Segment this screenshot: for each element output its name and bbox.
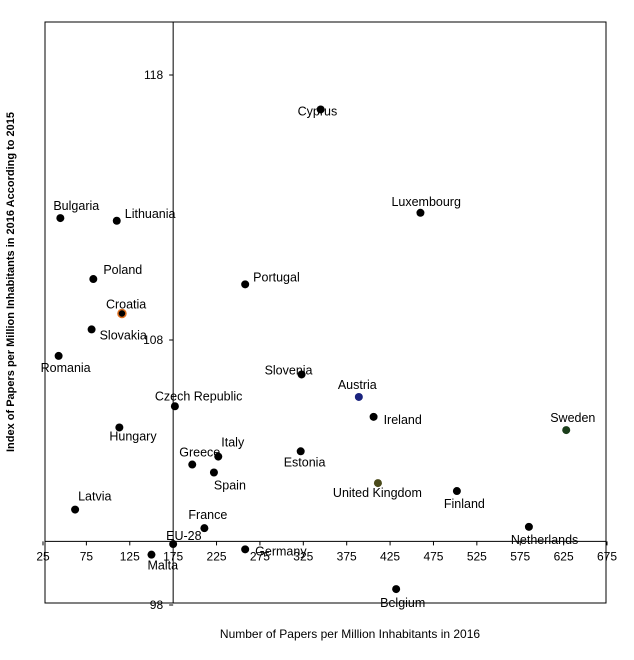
label-cyprus: Cyprus [298,104,338,118]
y-tick-label: 108 [143,333,163,347]
point-malta [147,550,156,559]
label-finland: Finland [444,497,485,511]
label-slovenia: Slovenia [265,363,313,377]
point-italy [214,452,223,461]
point-greece [188,460,197,469]
x-tick-labels: 25 75 125 175 225 275 325 375 425 475 525 575 625 675 [36,541,617,563]
point-ireland [369,412,378,421]
point-luxembourg [416,208,425,217]
label-belgium: Belgium [380,596,425,610]
x-tick-label: 425 [380,549,400,563]
point-france [200,524,209,533]
point-poland [89,275,98,284]
point-labels: Cyprus Bulgaria Lithuania Luxembourg Poland P… [41,104,596,610]
label-germany: Germany [255,544,307,558]
label-latvia: Latvia [78,490,111,504]
point-bulgaria [56,214,65,223]
point-netherlands [524,522,533,531]
point-united-kingdom [373,479,382,488]
label-austria: Austria [338,378,377,392]
label-italy: Italy [221,436,245,450]
x-tick-label: 25 [36,549,50,563]
point-germany [241,545,250,554]
label-eu-28: EU-28 [166,529,201,543]
point-austria [354,392,363,401]
label-slovakia: Slovakia [100,328,147,342]
label-estonia: Estonia [284,455,326,469]
label-greece: Greece [179,446,220,460]
point-slovakia [87,325,96,334]
label-lithuania: Lithuania [125,207,176,221]
x-tick-label: 375 [337,549,357,563]
x-tick-label: 125 [120,549,140,563]
x-tick-label: 625 [554,549,574,563]
point-sweden [562,426,571,435]
label-united-kingdom: United Kingdom [333,486,422,500]
x-tick-label: 225 [207,549,227,563]
x-tick-label: 675 [597,549,617,563]
label-romania: Romania [41,361,91,375]
y-tick-labels: 118 108 98 [143,68,174,612]
point-slovenia [297,370,306,379]
x-axis-title: Number of Papers per Million Inhabitants… [220,627,480,641]
point-finland [452,487,461,496]
label-netherlands: Netherlands [511,533,578,547]
label-ireland: Ireland [384,413,422,427]
x-tick-label: 525 [467,549,487,563]
data-points [54,105,571,594]
label-sweden: Sweden [550,411,595,425]
x-tick-label: 275 [250,549,270,563]
label-czech-republic: Czech Republic [155,389,243,403]
point-lithuania [112,216,121,225]
label-poland: Poland [103,263,142,277]
point-spain [209,468,218,477]
plot-frame [44,21,607,604]
axes [45,22,606,603]
x-tick-label: 575 [510,549,530,563]
point-cyprus [316,105,325,114]
y-tick-label: 98 [150,598,164,612]
label-bulgaria: Bulgaria [53,199,99,213]
x-tick-label: 325 [293,549,313,563]
point-estonia [296,447,305,456]
point-eu-28 [169,540,178,549]
point-czech-republic [170,402,179,411]
point-romania [54,351,63,360]
label-spain: Spain [214,479,246,493]
label-france: France [188,508,227,522]
label-portugal: Portugal [253,270,300,284]
point-belgium [392,585,401,594]
point-latvia [71,505,80,514]
label-luxembourg: Luxembourg [391,195,461,209]
point-portugal [241,280,250,289]
y-axis-title: Index of Papers per Million Inhabitants … [5,112,17,452]
x-tick-label: 175 [163,549,183,563]
x-tick-label: 75 [80,549,94,563]
label-croatia: Croatia [106,298,146,312]
x-tick-label: 475 [423,549,443,563]
y-tick-label: 118 [144,68,163,82]
point-croatia [117,308,127,319]
label-hungary: Hungary [109,429,157,443]
label-malta: Malta [147,559,178,573]
point-hungary [115,423,124,432]
